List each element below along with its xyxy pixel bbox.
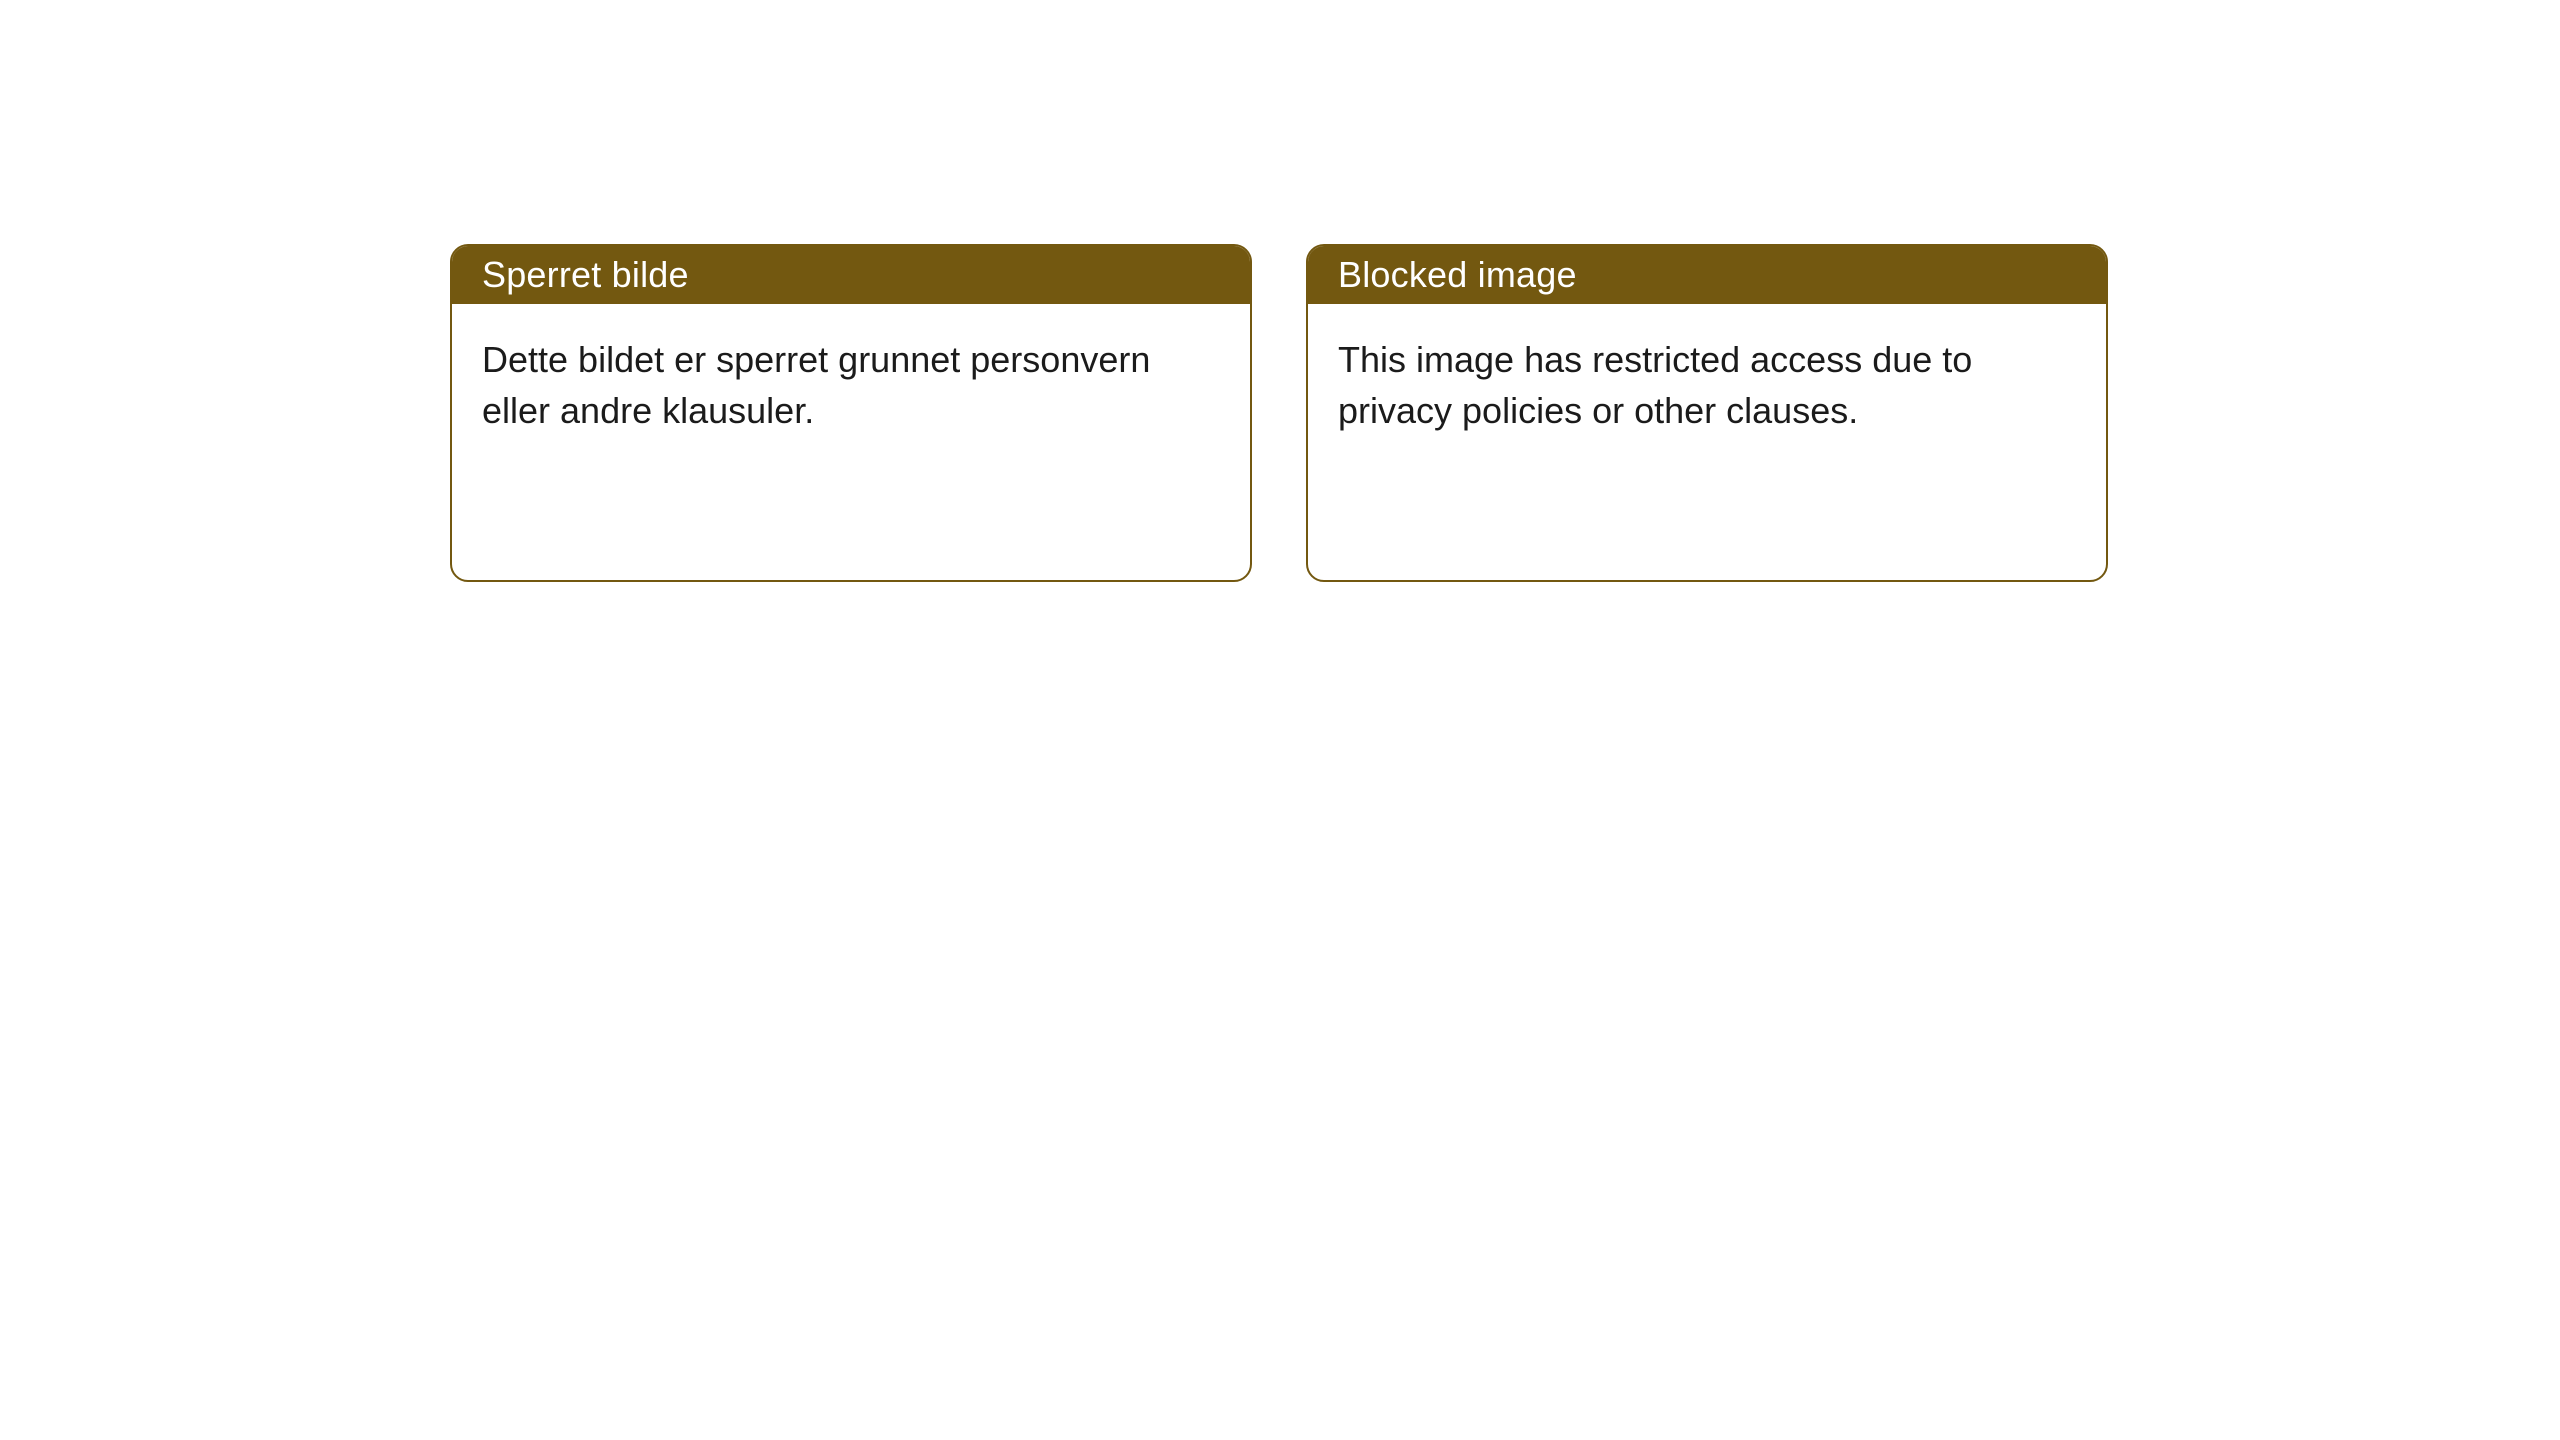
- card-header-en: Blocked image: [1308, 246, 2106, 304]
- card-header-no: Sperret bilde: [452, 246, 1250, 304]
- card-body-en: This image has restricted access due to …: [1308, 304, 2106, 580]
- page-stage: Sperret bilde Dette bildet er sperret gr…: [0, 0, 2560, 1440]
- card-text-no: Dette bildet er sperret grunnet personve…: [482, 339, 1150, 431]
- cards-row: Sperret bilde Dette bildet er sperret gr…: [450, 244, 2108, 582]
- card-body-no: Dette bildet er sperret grunnet personve…: [452, 304, 1250, 580]
- card-title-en: Blocked image: [1338, 254, 1577, 296]
- card-blocked-image-en: Blocked image This image has restricted …: [1306, 244, 2108, 582]
- card-blocked-image-no: Sperret bilde Dette bildet er sperret gr…: [450, 244, 1252, 582]
- card-text-en: This image has restricted access due to …: [1338, 339, 1972, 431]
- card-title-no: Sperret bilde: [482, 254, 689, 296]
